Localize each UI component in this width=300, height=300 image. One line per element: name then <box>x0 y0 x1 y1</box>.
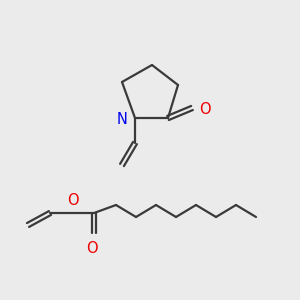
Text: N: N <box>117 112 128 127</box>
Text: O: O <box>86 241 98 256</box>
Text: O: O <box>199 101 211 116</box>
Text: O: O <box>67 193 79 208</box>
